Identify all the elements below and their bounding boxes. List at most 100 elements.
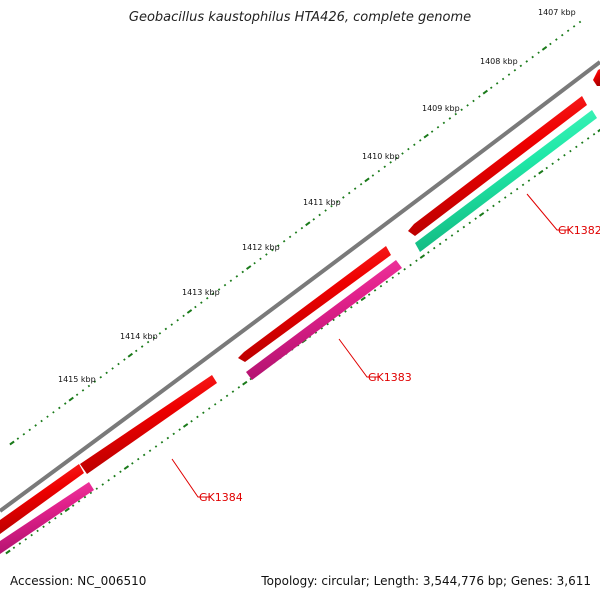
outer-ruler-tick (383, 165, 387, 169)
inner-ruler-tick (113, 474, 116, 478)
ruler-label: 1411 kbp (303, 198, 341, 207)
inner-ruler-tick (403, 267, 406, 271)
inner-ruler-tick (308, 335, 312, 339)
inner-ruler-tick (107, 478, 110, 482)
inner-ruler-tick (538, 169, 544, 175)
outer-ruler-tick (111, 367, 114, 370)
outer-ruler-tick (300, 226, 304, 230)
inner-ruler-tick (462, 225, 466, 229)
inner-ruler-tick (12, 546, 16, 550)
gene-GK1382-arrow (415, 110, 597, 252)
outer-ruler-tick (176, 318, 179, 322)
leader-line-GK1383 (338, 338, 380, 378)
inner-ruler-tick (563, 154, 566, 157)
outer-ruler-tick (525, 60, 529, 63)
outer-ruler-tick (407, 147, 410, 151)
outer-ruler-tick (519, 64, 523, 68)
ruler-label: 1409 kbp (422, 104, 460, 113)
inner-ruler-tick (18, 542, 22, 545)
outer-ruler-tick (419, 139, 422, 142)
outer-ruler-tick (105, 371, 108, 375)
ruler-label: 1410 kbp (362, 152, 400, 161)
inner-ruler-tick (237, 386, 241, 389)
inner-ruler-tick (397, 272, 400, 275)
outer-ruler-tick (549, 42, 552, 46)
inner-ruler-tick (521, 183, 525, 187)
inner-ruler-tick (498, 200, 501, 204)
inner-ruler-tick (509, 192, 513, 195)
outer-ruler-tick (99, 375, 103, 379)
outer-ruler-tick (40, 419, 43, 423)
inner-ruler-tick (208, 407, 211, 410)
outer-ruler-tick (140, 345, 144, 348)
inner-ruler-tick (142, 453, 146, 457)
gene-label-GK1384: GK1384 (199, 491, 243, 504)
inner-ruler-tick (42, 525, 45, 528)
inner-ruler-tick (338, 314, 341, 317)
forward-gene-arrow (80, 375, 217, 474)
inner-ruler-tick (415, 259, 418, 263)
ruler-label: 1414 kbp (120, 332, 158, 341)
forward-gene-arrow (408, 96, 587, 236)
outer-ruler-tick (507, 73, 511, 76)
inner-ruler-tick (231, 390, 235, 393)
outer-ruler-tick (336, 200, 339, 204)
inner-ruler-tick (172, 432, 176, 436)
inner-ruler-tick (54, 516, 57, 520)
inner-ruler-tick (219, 398, 223, 402)
inner-ruler-tick (486, 208, 489, 212)
outer-ruler-tick (364, 177, 370, 183)
outer-ruler-tick (312, 218, 316, 221)
outer-ruler-tick (395, 156, 398, 160)
inner-ruler-tick (131, 462, 134, 465)
inner-ruler-tick (101, 483, 104, 486)
inner-ruler-tick (5, 549, 11, 555)
inner-ruler-tick (213, 403, 217, 406)
outer-ruler-tick (34, 424, 37, 427)
inner-ruler-tick (160, 441, 164, 444)
outer-ruler-tick (288, 235, 292, 239)
inner-ruler-tick (242, 380, 248, 386)
ruler-label: 1413 kbp (182, 288, 220, 297)
page-title: Geobacillus kaustophilus HTA426, complet… (128, 10, 472, 25)
inner-ruler-tick (83, 495, 87, 499)
inner-ruler-tick (71, 504, 75, 507)
forward-gene-arrow (593, 69, 600, 86)
outer-ruler-tick (294, 231, 298, 234)
outer-ruler-tick (241, 270, 245, 274)
outer-ruler-tick (566, 29, 570, 33)
leader-line-GK1384 (171, 458, 211, 498)
outer-ruler-tick (16, 437, 20, 440)
outer-ruler-tick (81, 389, 85, 392)
inner-ruler-tick (586, 137, 590, 140)
ruler-label: 1408 kbp (480, 57, 518, 66)
outer-ruler-tick (235, 275, 239, 278)
outer-ruler-tick (93, 380, 97, 383)
outer-ruler-tick (63, 402, 67, 405)
outer-ruler-tick (423, 133, 429, 139)
genome-summary-text: Topology: circular; Length: 3,544,776 bp… (261, 574, 591, 588)
outer-ruler-tick (324, 209, 327, 212)
gene-labels: GK1382 GK1383 GK1384 (199, 224, 600, 504)
inner-ruler-tick (592, 132, 596, 136)
outer-ruler-tick (123, 358, 126, 361)
outer-ruler-tick (305, 221, 311, 227)
inner-ruler-tick (64, 507, 70, 513)
inner-ruler-tick (360, 296, 366, 302)
inner-ruler-tick (30, 533, 33, 537)
inner-ruler-tick (545, 166, 548, 170)
gene-leader-lines (171, 193, 570, 498)
inner-ruler-tick (60, 512, 63, 516)
outer-ruler-tick (501, 77, 505, 81)
gene-GK1384-arrow (0, 482, 94, 554)
outer-ruler-tick (482, 89, 488, 95)
outer-ruler-tick (454, 112, 457, 116)
inner-ruler-tick (95, 487, 99, 490)
inner-ruler-tick (597, 128, 600, 133)
inner-ruler-tick (332, 318, 335, 322)
outer-ruler-tick (75, 393, 79, 397)
inner-ruler-tick (444, 238, 448, 241)
outer-ruler-tick (442, 121, 446, 125)
genome-backbone (0, 60, 600, 513)
